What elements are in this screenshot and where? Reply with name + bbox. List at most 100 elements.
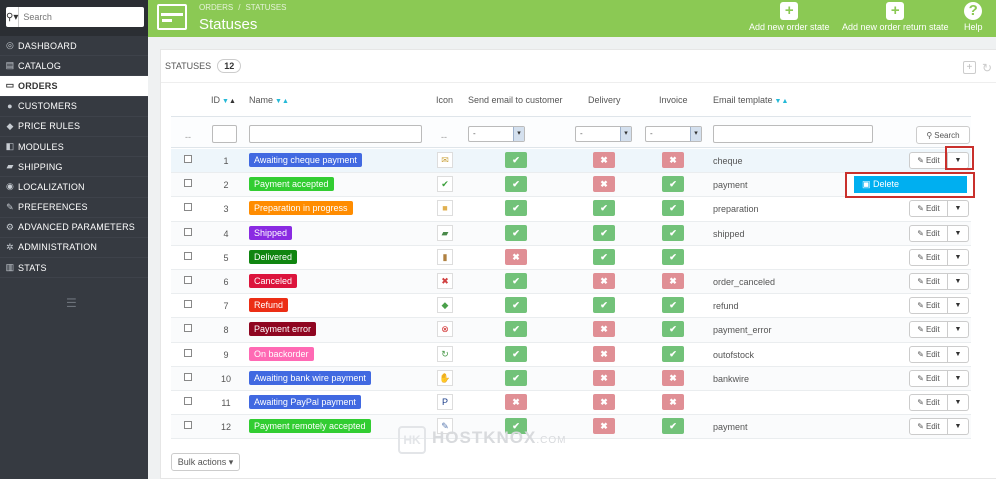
sidebar-item-shipping[interactable]: ▰ SHIPPING xyxy=(0,157,148,178)
row-actions-dropdown-button[interactable]: ▼ xyxy=(948,224,969,242)
row-checkbox[interactable] xyxy=(184,397,192,405)
filter-id-input[interactable] xyxy=(212,125,237,143)
table-row[interactable]: 11 Awaiting PayPal payment P ✖ ✖ ✖ ✎ Edit ▼ xyxy=(171,391,971,416)
table-row[interactable]: 3 Preparation in progress ■ ✔ ✔ ✔ preparation … xyxy=(171,197,971,222)
table-row[interactable]: 10 Awaiting bank wire payment ✋ ✔ ✖ ✖ bankwire… xyxy=(171,366,971,391)
delivery-yes-icon[interactable]: ✔ xyxy=(593,200,615,217)
send-email-yes-icon[interactable]: ✔ xyxy=(505,224,527,241)
row-checkbox[interactable] xyxy=(184,227,192,236)
sidebar-item-preferences[interactable]: ✎ PREFERENCES xyxy=(0,198,148,218)
header-name[interactable]: Name ▼▲ xyxy=(249,95,289,105)
invoice-yes-icon[interactable]: ✔ xyxy=(662,321,684,338)
search-input[interactable] xyxy=(19,7,145,27)
send-email-yes-icon[interactable]: ✔ xyxy=(505,200,527,217)
delivery-no-icon[interactable]: ✖ xyxy=(593,176,615,193)
edit-button[interactable]: ✎ Edit xyxy=(909,200,948,218)
send-email-yes-icon[interactable]: ✔ xyxy=(505,152,527,168)
table-row[interactable]: 6 Canceled ✖ ✔ ✖ ✖ order_canceled ✎ Edit ▼ xyxy=(171,270,971,295)
delivery-no-icon[interactable]: ✖ xyxy=(593,273,615,289)
row-actions-dropdown-button[interactable]: ▼ xyxy=(948,200,969,218)
row-actions-dropdown-button[interactable]: ▼ xyxy=(948,418,969,436)
sidebar-item-customers[interactable]: ● CUSTOMERS xyxy=(0,97,148,117)
invoice-yes-icon[interactable]: ✔ xyxy=(662,345,684,362)
invoice-no-icon[interactable]: ✖ xyxy=(662,152,684,168)
sort-icon[interactable]: ▼▲ xyxy=(774,98,789,105)
delivery-yes-icon[interactable]: ✔ xyxy=(593,297,615,314)
invoice-no-icon[interactable]: ✖ xyxy=(662,394,684,410)
table-row[interactable]: 1 Awaiting cheque payment ✉ ✔ ✖ ✖ cheque ✎ Edit… xyxy=(171,149,971,174)
row-actions-dropdown-button[interactable]: ▼ xyxy=(948,273,969,290)
header-id[interactable]: ID ▼▲ xyxy=(211,95,236,105)
search-icon[interactable]: ⚲▾ xyxy=(6,7,20,27)
invoice-yes-icon[interactable]: ✔ xyxy=(662,200,684,217)
delivery-no-icon[interactable]: ✖ xyxy=(593,418,615,435)
send-email-yes-icon[interactable]: ✔ xyxy=(505,176,527,193)
row-checkbox[interactable] xyxy=(184,203,192,212)
table-row[interactable]: 9 On backorder ↻ ✔ ✖ ✔ outofstock ✎ Edit ▼ xyxy=(171,343,971,367)
invoice-yes-icon[interactable]: ✔ xyxy=(662,297,684,314)
breadcrumb-orders[interactable]: ORDERS xyxy=(199,3,234,12)
edit-button[interactable]: ✎ Edit xyxy=(909,394,948,411)
delivery-yes-icon[interactable]: ✔ xyxy=(593,224,615,241)
add-return-state-button[interactable]: + Add new order return state xyxy=(842,2,949,32)
sidebar-item-localization[interactable]: ◉ LOCALIZATION xyxy=(0,177,148,198)
edit-button[interactable]: ✎ Edit xyxy=(909,273,948,290)
row-checkbox[interactable] xyxy=(184,179,192,188)
edit-button[interactable]: ✎ Edit xyxy=(909,248,948,266)
delivery-no-icon[interactable]: ✖ xyxy=(593,394,615,410)
send-email-yes-icon[interactable]: ✔ xyxy=(505,418,527,435)
row-actions-dropdown-button[interactable]: ▼ xyxy=(948,248,969,266)
edit-button[interactable]: ✎ Edit xyxy=(909,321,948,339)
row-actions-dropdown-button[interactable]: ▼ xyxy=(948,394,969,411)
sidebar-item-price-rules[interactable]: ◆ PRICE RULES xyxy=(0,117,148,137)
delivery-no-icon[interactable]: ✖ xyxy=(593,369,615,386)
invoice-yes-icon[interactable]: ✔ xyxy=(662,418,684,435)
add-icon[interactable]: + xyxy=(962,61,976,74)
send-email-no-icon[interactable]: ✖ xyxy=(505,248,527,265)
table-row[interactable]: 4 Shipped ▰ ✔ ✔ ✔ shipped ✎ Edit ▼ xyxy=(171,221,971,246)
filter-email-template-input[interactable] xyxy=(713,125,873,143)
delivery-no-icon[interactable]: ✖ xyxy=(593,321,615,338)
row-checkbox[interactable] xyxy=(184,251,192,260)
filter-send-email-select[interactable]: - ▾ xyxy=(468,126,525,142)
row-actions-dropdown-button[interactable]: ▼ xyxy=(948,321,969,339)
table-row[interactable]: 2 Payment accepted ✔ ✔ ✖ ✔ payment xyxy=(171,173,971,198)
send-email-yes-icon[interactable]: ✔ xyxy=(505,297,527,314)
search-filter-button[interactable]: ⚲ Search xyxy=(916,126,970,144)
invoice-yes-icon[interactable]: ✔ xyxy=(662,176,684,193)
table-row[interactable]: 8 Payment error ⊗ ✔ ✖ ✔ payment_error ✎ Edit ▼ xyxy=(171,318,971,343)
add-order-state-button[interactable]: + Add new order state xyxy=(749,2,830,32)
invoice-no-icon[interactable]: ✖ xyxy=(662,273,684,289)
sort-icon[interactable]: ▼▲ xyxy=(275,98,289,105)
edit-button[interactable]: ✎ Edit xyxy=(909,224,948,242)
header-email-template[interactable]: Email template ▼▲ xyxy=(713,95,788,105)
row-checkbox[interactable] xyxy=(184,421,192,430)
edit-button[interactable]: ✎ Edit xyxy=(909,369,948,387)
row-checkbox[interactable] xyxy=(184,276,192,284)
sidebar-item-administration[interactable]: ✲ ADMINISTRATION xyxy=(0,238,148,259)
refresh-icon[interactable]: ↻ xyxy=(981,61,992,75)
sidebar-item-dashboard[interactable]: ◎ DASHBOARD xyxy=(0,36,148,57)
row-checkbox[interactable] xyxy=(184,324,192,333)
filter-name-input[interactable] xyxy=(249,125,422,143)
table-row[interactable]: 7 Refund ◆ ✔ ✔ ✔ refund ✎ Edit ▼ xyxy=(171,294,971,319)
invoice-yes-icon[interactable]: ✔ xyxy=(662,248,684,265)
row-actions-dropdown-button[interactable]: ▼ xyxy=(948,297,969,315)
filter-invoice-select[interactable]: - ▾ xyxy=(645,126,702,142)
send-email-yes-icon[interactable]: ✔ xyxy=(505,321,527,338)
row-checkbox[interactable] xyxy=(184,348,192,357)
sidebar-item-stats[interactable]: ▥ STATS xyxy=(0,258,148,279)
sidebar-item-modules[interactable]: ◧ MODULES xyxy=(0,137,148,158)
edit-button[interactable]: ✎ Edit xyxy=(909,152,948,169)
send-email-yes-icon[interactable]: ✔ xyxy=(505,369,527,386)
row-actions-dropdown-button[interactable]: ▼ xyxy=(948,369,969,387)
row-checkbox[interactable] xyxy=(184,300,192,309)
table-row[interactable]: 5 Delivered ▮ ✖ ✔ ✔ ✎ Edit ▼ xyxy=(171,246,971,270)
sidebar-item-orders[interactable]: ▭ ORDERS xyxy=(0,76,148,97)
delivery-no-icon[interactable]: ✖ xyxy=(593,152,615,168)
row-actions-dropdown-button[interactable]: ▼ xyxy=(948,345,969,363)
row-checkbox[interactable] xyxy=(184,155,192,163)
send-email-yes-icon[interactable]: ✔ xyxy=(505,345,527,362)
delivery-no-icon[interactable]: ✖ xyxy=(593,345,615,362)
bulk-actions-button[interactable]: Bulk actions ▾ xyxy=(171,453,240,471)
